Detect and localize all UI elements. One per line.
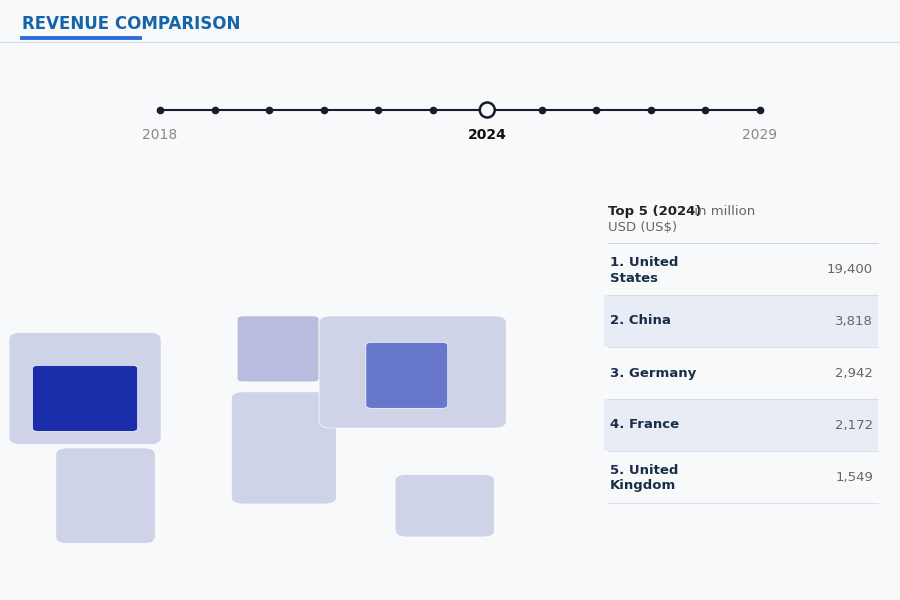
- Text: 2,942: 2,942: [835, 367, 873, 379]
- Circle shape: [480, 103, 495, 118]
- Text: REVENUE COMPARISON: REVENUE COMPARISON: [22, 15, 240, 33]
- FancyBboxPatch shape: [395, 474, 495, 537]
- Text: 19,400: 19,400: [827, 263, 873, 275]
- Text: 2,172: 2,172: [835, 419, 873, 431]
- FancyBboxPatch shape: [320, 316, 507, 428]
- FancyBboxPatch shape: [365, 342, 448, 408]
- Text: in million: in million: [690, 205, 755, 218]
- FancyBboxPatch shape: [604, 347, 878, 399]
- FancyBboxPatch shape: [56, 448, 155, 544]
- Text: 5. United: 5. United: [610, 463, 679, 476]
- FancyBboxPatch shape: [604, 295, 878, 347]
- FancyBboxPatch shape: [238, 316, 320, 382]
- Text: 3,818: 3,818: [835, 314, 873, 328]
- FancyBboxPatch shape: [604, 243, 878, 295]
- Text: Kingdom: Kingdom: [610, 479, 676, 493]
- FancyBboxPatch shape: [604, 451, 878, 503]
- FancyBboxPatch shape: [231, 392, 337, 504]
- Text: 1,549: 1,549: [835, 470, 873, 484]
- Text: 2018: 2018: [142, 128, 177, 142]
- Text: 2024: 2024: [468, 128, 507, 142]
- Text: 1. United: 1. United: [610, 256, 679, 269]
- Text: 2029: 2029: [742, 128, 778, 142]
- Text: States: States: [610, 271, 658, 284]
- Text: 2. China: 2. China: [610, 314, 670, 328]
- Text: 4. France: 4. France: [610, 419, 680, 431]
- FancyBboxPatch shape: [9, 332, 161, 445]
- FancyBboxPatch shape: [604, 399, 878, 451]
- FancyBboxPatch shape: [32, 365, 138, 431]
- Text: USD (US$): USD (US$): [608, 221, 677, 234]
- Text: Top 5 (2024): Top 5 (2024): [608, 205, 701, 218]
- Text: 3. Germany: 3. Germany: [610, 367, 697, 379]
